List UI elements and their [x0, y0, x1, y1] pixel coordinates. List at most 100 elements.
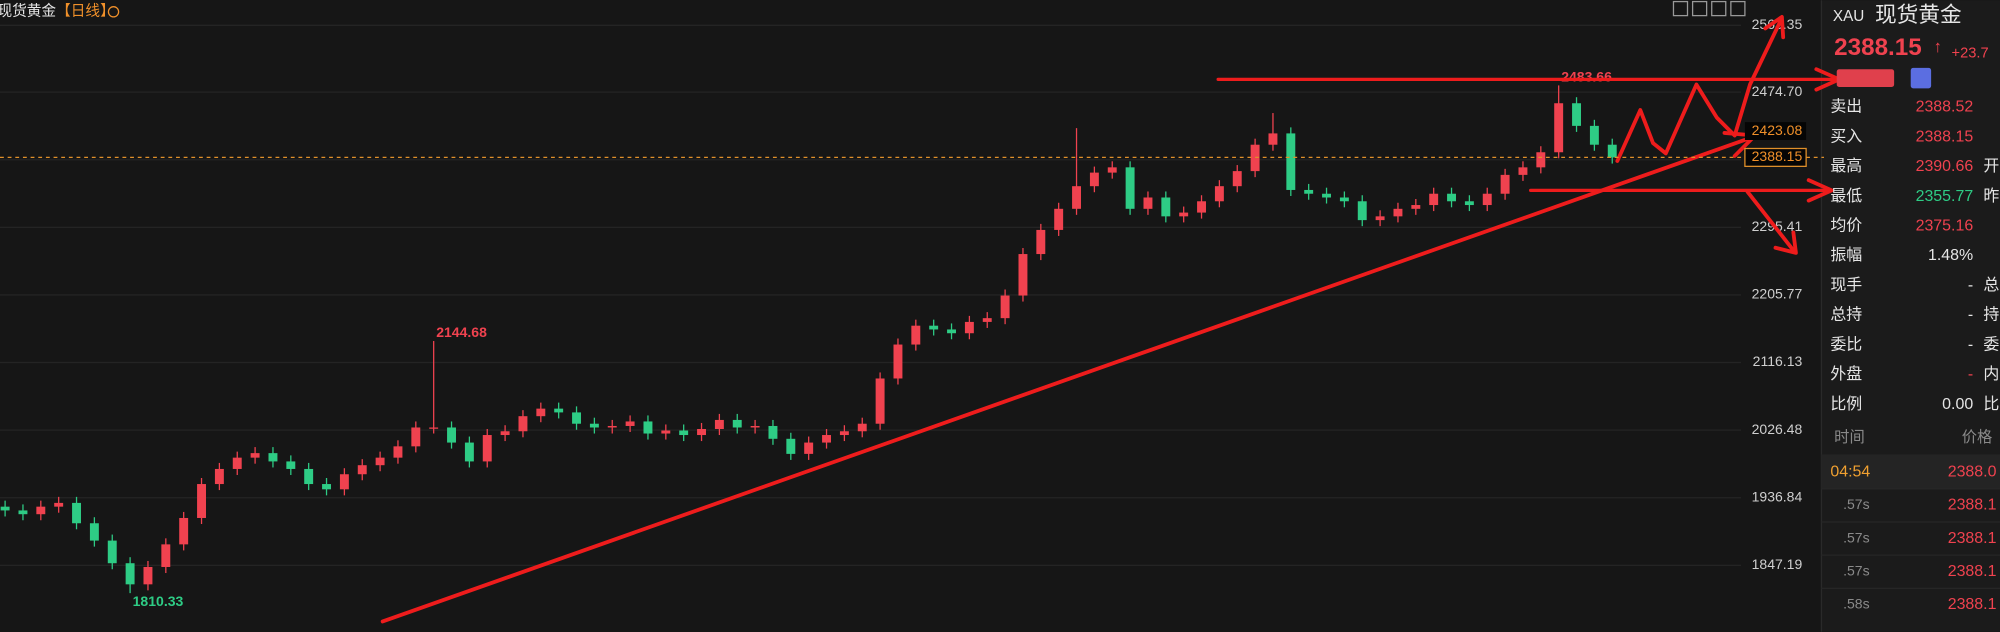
candle-body: [357, 465, 367, 475]
row-value: 2355.77: [1916, 188, 1974, 205]
y-tick-label: 1936.84: [1752, 488, 1803, 504]
candle-body: [982, 318, 992, 322]
candle-body: [339, 474, 349, 490]
candle-body: [89, 523, 99, 541]
candle-body: [179, 517, 189, 545]
candle-body: [286, 461, 296, 469]
trend-line: [380, 136, 1752, 624]
candle-body: [1232, 171, 1242, 187]
candle-body: [464, 442, 474, 462]
tool-button[interactable]: [1672, 0, 1689, 17]
candle-body: [1268, 133, 1278, 145]
chart-period[interactable]: 【日线】: [56, 3, 115, 20]
candle-body: [786, 438, 796, 454]
candle-body: [1304, 189, 1314, 194]
row-value: -: [1968, 307, 1973, 324]
candle-body: [661, 430, 671, 434]
candle-body: [607, 425, 617, 428]
price-tag-box: [1744, 122, 1807, 141]
candle-body: [375, 457, 385, 466]
row-value: -: [1968, 277, 1973, 294]
candle-body: [1072, 186, 1081, 209]
candle-body: [1375, 216, 1385, 221]
candle-body: [768, 425, 778, 439]
candle-body: [1018, 254, 1028, 296]
trade-time: .58s: [1843, 596, 1870, 612]
candle-body: [54, 502, 64, 507]
y-tick-label: 2474.70: [1752, 83, 1803, 99]
candle-body: [107, 540, 117, 564]
up-arrow: ↑: [1934, 37, 1942, 56]
candle-body: [1197, 201, 1206, 213]
candle-body: [804, 442, 814, 454]
row-value: 2375.16: [1916, 218, 1974, 235]
y-tick-label: 2116.13: [1753, 353, 1803, 369]
row-value: -: [1968, 336, 1973, 353]
trade-button[interactable]: [1836, 69, 1895, 88]
candle-body: [268, 453, 278, 462]
candle-body: [447, 427, 456, 443]
candle-body: [1161, 197, 1171, 217]
candle-body: [1536, 152, 1546, 168]
row-value: 1.48%: [1928, 247, 1973, 264]
candle-body: [1357, 201, 1367, 221]
candle-body: [500, 431, 510, 436]
candle-body: [1447, 193, 1456, 202]
candle-body: [143, 566, 153, 585]
alert-button[interactable]: [1910, 67, 1932, 89]
trade-list: 04:54 2388.0 .57s 2388.1 .57s 2388.1 .57s 2388.…: [1821, 463, 2000, 613]
candle-body: [1322, 193, 1331, 198]
candle-body: [554, 408, 564, 413]
candle-body: [625, 421, 635, 426]
row-label: 委比: [1830, 335, 1862, 353]
extreme-label: 2144.68: [436, 324, 487, 340]
candle-body: [429, 427, 439, 429]
candle-body: [929, 325, 939, 330]
row-label: 最高: [1830, 157, 1862, 175]
trade-time: .57s: [1843, 529, 1870, 545]
hand-drawn-arrows: [380, 14, 1842, 624]
toolbar: [1672, 0, 1746, 17]
price-tag-label: 2388.15: [1752, 148, 1803, 164]
row-extra: 比: [1983, 395, 1999, 413]
row-value: -: [1968, 366, 1973, 383]
candle-body: [214, 468, 224, 485]
tool-button[interactable]: [1730, 0, 1746, 17]
candle-body: [1000, 295, 1010, 319]
row-label: 振幅: [1830, 246, 1862, 264]
candle-body: [839, 431, 849, 436]
candle-body: [232, 457, 242, 469]
candle-body: [1125, 167, 1135, 209]
row-label: 卖出: [1830, 98, 1862, 116]
price-tag-label: 2423.08: [1752, 122, 1803, 138]
candle-body: [1482, 193, 1492, 206]
trade-price: 2388.1: [1948, 563, 1997, 580]
candle-body: [1393, 208, 1403, 217]
trade-header: 时间: [1834, 429, 1865, 446]
arrow-head: [1806, 178, 1834, 203]
candle-body: [1429, 193, 1439, 206]
row-value: 2390.66: [1916, 158, 1974, 175]
tool-button[interactable]: [1711, 0, 1727, 17]
extreme-label: 1810.33: [133, 593, 184, 609]
row-label: 最低: [1830, 187, 1862, 205]
candle-body: [18, 510, 28, 515]
row-label: 外盘: [1830, 364, 1862, 383]
candle-body: [393, 446, 403, 458]
candle-body: [1607, 144, 1617, 158]
candle-body: [964, 321, 974, 334]
add-icon[interactable]: [107, 6, 120, 18]
row-value: 2388.52: [1916, 99, 1974, 116]
trade-highlight: [1821, 454, 2000, 489]
row-label: 现手: [1830, 276, 1862, 294]
candle-body: [1339, 197, 1349, 202]
tool-button[interactable]: [1691, 0, 1708, 17]
price-change: +23.7: [1952, 46, 1989, 62]
candle-body: [304, 468, 314, 485]
candle-body: [822, 435, 831, 443]
candle-body: [125, 563, 135, 585]
row-label: 均价: [1830, 217, 1862, 235]
row-value: 2388.15: [1916, 128, 1974, 145]
grid: 1847.19 1936.84 2026.48 2116.13 2205.77 2295.…: [0, 16, 1802, 572]
